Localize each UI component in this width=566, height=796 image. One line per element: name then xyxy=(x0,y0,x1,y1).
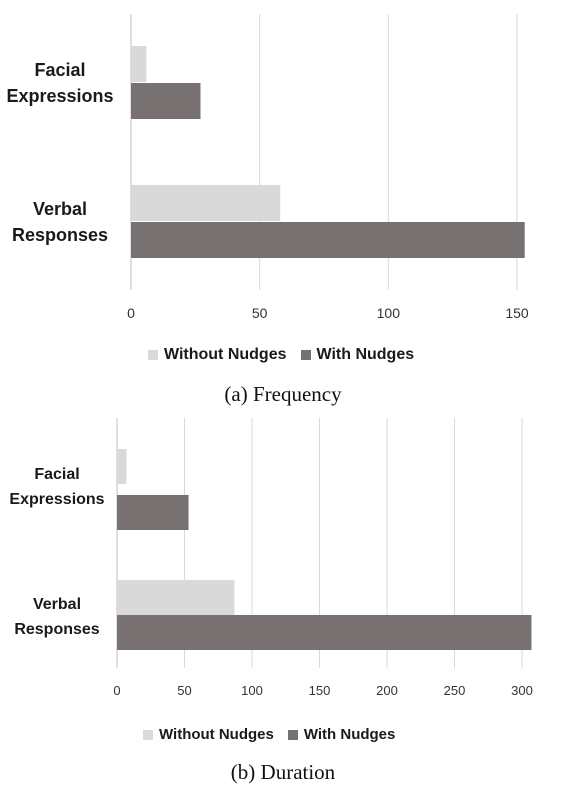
bar-verbal-responses-without-nudges xyxy=(117,580,235,615)
category-label-facial-expressions: Facial Expressions xyxy=(9,466,104,508)
bar-verbal-responses-with-nudges xyxy=(117,615,532,650)
legend-item-without-nudges: Without Nudges xyxy=(143,726,274,743)
x-tick-label: 200 xyxy=(376,683,398,698)
caption-duration: (b) Duration xyxy=(230,760,336,784)
chart-panel-frequency: Facial Expressions Verbal Responses 0 50 100 15… xyxy=(6,14,529,406)
legend-swatch-with-nudges xyxy=(287,729,298,740)
legend-label-without-nudges: Without Nudges xyxy=(164,346,287,363)
x-tick-label: 0 xyxy=(113,683,120,698)
frequency-chart: Facial Expressions Verbal Responses 0 50 100 15… xyxy=(6,14,529,321)
category-label-line: Responses xyxy=(12,225,108,245)
bar-facial-expressions-without-nudges xyxy=(117,449,127,484)
legend-item-without-nudges: Without Nudges xyxy=(148,346,287,364)
category-label-line: Expressions xyxy=(6,86,113,106)
category-label-line: Facial xyxy=(34,60,85,80)
x-tick-label: 100 xyxy=(241,683,263,698)
x-tick-label: 300 xyxy=(511,683,533,698)
legend-swatch-without-nudges xyxy=(148,350,158,360)
legend-item-with-nudges: With Nudges xyxy=(287,726,396,743)
category-label-line: Verbal xyxy=(33,596,81,613)
x-tick-label: 0 xyxy=(127,305,135,321)
x-tick-label: 150 xyxy=(309,683,331,698)
x-tick-label: 150 xyxy=(505,305,529,321)
x-tick-label: 250 xyxy=(444,683,466,698)
bar-facial-expressions-with-nudges xyxy=(131,83,201,119)
duration-chart: Facial Expressions Verbal Responses 0 50 100 15… xyxy=(9,418,533,698)
bar-verbal-responses-without-nudges xyxy=(131,185,281,221)
x-tick-label: 50 xyxy=(177,683,191,698)
legend-label-without-nudges: Without Nudges xyxy=(159,726,274,743)
category-label-verbal-responses: Verbal Responses xyxy=(14,596,99,638)
legend-swatch-without-nudges xyxy=(143,729,153,740)
legend-label-with-nudges: With Nudges xyxy=(316,346,415,363)
bar-facial-expressions-without-nudges xyxy=(131,46,147,82)
chart-panel-duration: Facial Expressions Verbal Responses 0 50 100 15… xyxy=(0,412,566,796)
x-tick-label: 50 xyxy=(252,305,268,321)
category-label-line: Verbal xyxy=(33,199,87,219)
category-label-facial-expressions: Facial Expressions xyxy=(6,60,113,106)
legend-duration: Without Nudges With Nudges xyxy=(143,726,395,743)
category-label-line: Responses xyxy=(14,621,99,638)
category-label-line: Facial xyxy=(34,466,79,483)
caption-frequency: (a) Frequency xyxy=(224,382,342,406)
legend-frequency: Without Nudges With Nudges xyxy=(148,346,414,364)
bar-verbal-responses-with-nudges xyxy=(131,222,525,258)
bar-facial-expressions-with-nudges xyxy=(117,495,189,530)
category-label-verbal-responses: Verbal Responses xyxy=(12,199,108,245)
legend-label-with-nudges: With Nudges xyxy=(303,726,396,743)
category-label-line: Expressions xyxy=(9,491,104,508)
legend-swatch-with-nudges xyxy=(300,350,311,360)
legend-item-with-nudges: With Nudges xyxy=(300,346,415,364)
x-tick-label: 100 xyxy=(377,305,401,321)
